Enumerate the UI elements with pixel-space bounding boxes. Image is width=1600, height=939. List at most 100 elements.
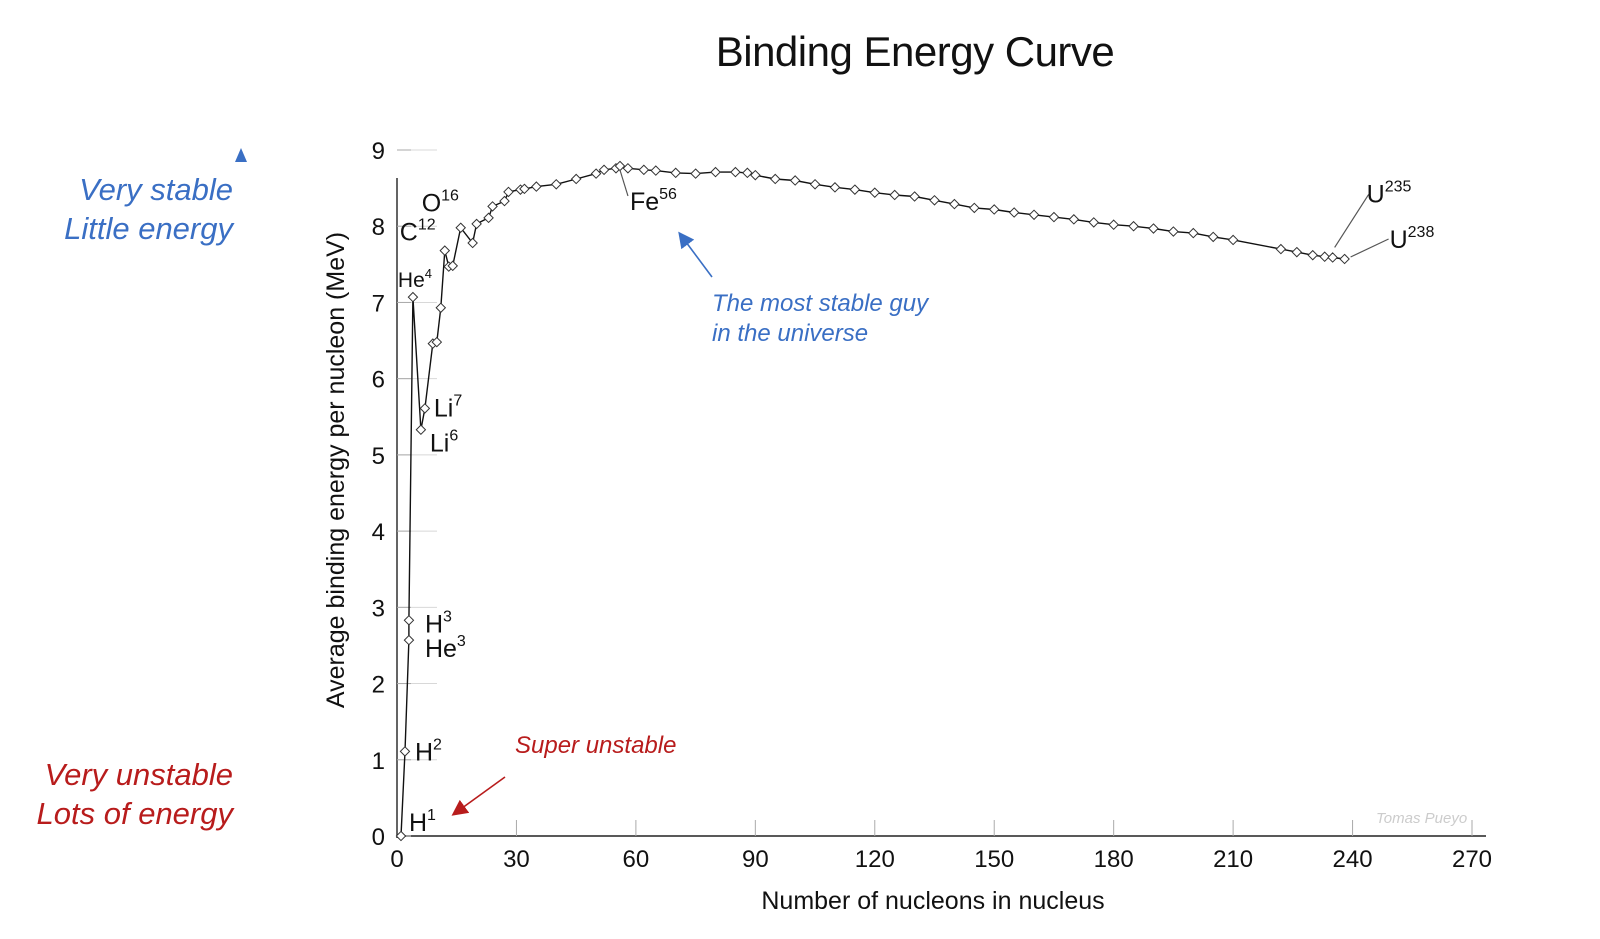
element-label-h3: H3 <box>425 608 452 638</box>
data-point <box>455 222 467 234</box>
data-point <box>849 184 861 195</box>
data-point <box>742 167 753 179</box>
data-point <box>447 260 459 272</box>
data-point <box>750 169 761 181</box>
watermark: Tomas Pueyo <box>1376 810 1467 827</box>
x-tick-label-0: 0 <box>390 846 403 873</box>
little-energy-text: Little energy <box>64 211 233 246</box>
data-point <box>471 218 482 230</box>
y-tick-label-0: 0 <box>372 824 385 851</box>
y-axis-label: Average binding energy per nucleon (MeV) <box>322 232 350 708</box>
element-label-u235: U235 <box>1367 178 1412 208</box>
data-point <box>1128 220 1139 232</box>
data-point <box>1148 223 1159 234</box>
element-label-fe56: Fe56 <box>630 186 677 216</box>
data-point <box>1275 243 1287 255</box>
leader-Fe56 <box>619 169 629 197</box>
y-tick-label-6: 6 <box>372 367 385 394</box>
most-stable-annotation-line2: in the universe <box>712 320 868 347</box>
y-tick-label-7: 7 <box>372 290 385 317</box>
chart-title: Binding Energy Curve <box>715 28 1115 75</box>
element-label-u238: U238 <box>1390 224 1435 254</box>
data-point <box>929 194 940 206</box>
super-unstable-annotation: Super unstable <box>515 732 676 759</box>
stability-label-top: Very stable Little energy <box>64 170 233 248</box>
x-tick-label-120: 120 <box>855 846 895 873</box>
leader-U235 <box>1334 194 1370 248</box>
y-tick-label-3: 3 <box>372 595 385 622</box>
data-point <box>483 212 494 224</box>
data-point <box>590 168 602 179</box>
data-point <box>1227 234 1239 246</box>
element-label-h2: H2 <box>415 736 442 766</box>
data-point <box>431 336 443 348</box>
most-stable-annotation-line1: The most stable guy <box>712 290 930 317</box>
element-label-c12: C12 <box>400 217 436 247</box>
data-point <box>487 201 498 212</box>
data-point <box>419 403 431 414</box>
data-point <box>403 614 415 626</box>
data-point <box>598 164 610 176</box>
data-point <box>395 830 407 842</box>
data-point <box>550 178 562 190</box>
x-tick-label-150: 150 <box>974 846 1014 873</box>
element-label-li6: Li6 <box>430 428 458 458</box>
data-point <box>1168 226 1179 237</box>
data-point <box>1088 217 1100 228</box>
x-tick-label-180: 180 <box>1094 846 1134 873</box>
stability-label-bottom: Very unstable Lots of energy <box>37 755 233 833</box>
data-point <box>1108 219 1119 231</box>
y-tick-label-8: 8 <box>372 214 385 241</box>
x-tick-label-240: 240 <box>1333 846 1373 873</box>
data-point <box>1008 207 1020 218</box>
x-tick-label-30: 30 <box>503 846 530 873</box>
data-point <box>1339 253 1350 265</box>
y-tick-label-4: 4 <box>372 519 385 546</box>
data-point <box>949 198 960 210</box>
data-point <box>710 166 721 178</box>
data-point <box>503 186 514 198</box>
data-point <box>638 164 650 176</box>
x-tick-label-90: 90 <box>742 846 769 873</box>
data-point <box>769 173 781 185</box>
data-point <box>519 183 530 195</box>
data-points <box>395 160 1350 842</box>
x-tick-label-270: 270 <box>1452 846 1492 873</box>
axes <box>396 149 1486 838</box>
most-stable-arrow <box>678 231 713 278</box>
data-point <box>403 634 415 646</box>
very-unstable-text: Very unstable <box>44 757 233 792</box>
label-leaders <box>619 169 1389 258</box>
leader-U238 <box>1350 238 1389 258</box>
y-tick-label-9: 9 <box>372 138 385 165</box>
very-stable-text: Very stable <box>79 172 233 207</box>
data-point <box>1327 252 1338 263</box>
data-point <box>1319 251 1330 263</box>
data-point <box>969 202 980 214</box>
stability-scale-arrowhead <box>235 148 247 162</box>
data-point <box>1048 211 1060 223</box>
element-label-he3: He3 <box>425 633 466 663</box>
x-tick-label-210: 210 <box>1213 846 1253 873</box>
data-point <box>889 189 900 201</box>
tick-labels: 0 30 60 90 120 150 180 210 240 270 0 1 2 3 4 5 6 7 8 9 <box>372 138 1492 873</box>
data-point <box>439 245 451 256</box>
data-point <box>531 181 542 192</box>
y-tick-label-1: 1 <box>372 748 385 775</box>
data-point <box>435 302 447 314</box>
data-point <box>1307 249 1319 261</box>
element-label-he4: He4 <box>398 266 432 292</box>
data-point <box>988 204 1000 215</box>
data-point <box>650 165 662 176</box>
data-point <box>809 178 821 190</box>
data-point <box>499 195 510 207</box>
data-point <box>415 424 427 436</box>
y-tick-label-2: 2 <box>372 672 385 699</box>
data-point <box>730 166 741 178</box>
data-point <box>467 237 478 249</box>
data-point <box>1068 214 1080 225</box>
data-point <box>909 191 920 202</box>
data-point <box>399 746 411 757</box>
